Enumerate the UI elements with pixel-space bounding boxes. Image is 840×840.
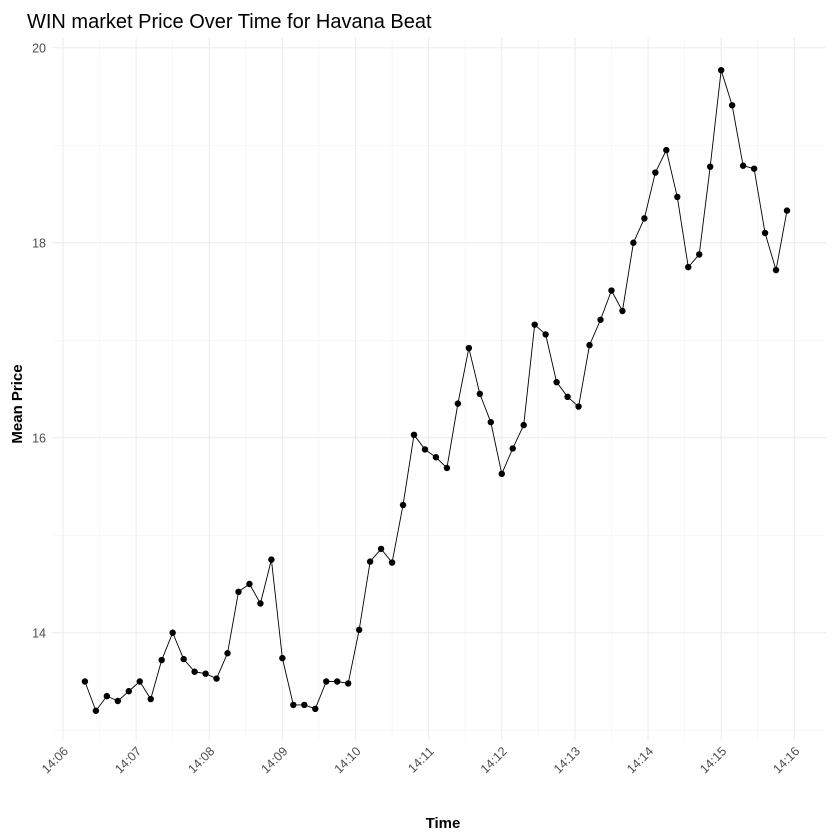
data-point — [630, 239, 637, 246]
x-axis: 14:06 14:07 14:08 14:09 14:10 14:11 14:12 14:13… — [39, 744, 802, 776]
data-point — [312, 705, 319, 712]
y-axis: 14 16 18 20 — [32, 41, 46, 640]
series-mean-price — [81, 66, 791, 714]
data-point — [301, 701, 308, 709]
chart-title: WIN market Price Over Time for Havana Be… — [27, 11, 432, 33]
data-point — [125, 688, 132, 695]
data-point — [652, 169, 659, 176]
x-tick-label: 14:11 — [405, 744, 436, 775]
y-tick-label: 16 — [32, 431, 46, 445]
data-point — [728, 102, 736, 109]
y-tick-label: 20 — [32, 41, 46, 55]
x-tick-label: 14:12 — [478, 744, 510, 776]
data-point — [114, 697, 122, 705]
data-point — [674, 193, 681, 201]
data-point — [783, 207, 791, 214]
data-point — [619, 307, 626, 315]
x-tick-label: 14:13 — [551, 744, 583, 776]
series-line — [84, 69, 788, 712]
data-point — [443, 464, 451, 472]
data-point — [575, 403, 582, 410]
y-tick-label: 18 — [32, 236, 46, 250]
data-point — [136, 678, 143, 685]
data-point — [257, 600, 264, 607]
data-point — [202, 670, 209, 677]
data-point — [761, 229, 769, 237]
data-point — [641, 215, 648, 222]
data-point — [772, 266, 780, 274]
data-point — [290, 701, 297, 709]
data-point — [279, 654, 286, 662]
data-point — [158, 656, 165, 664]
data-point — [717, 66, 725, 74]
data-point — [246, 580, 253, 588]
x-tick-label: 14:08 — [185, 744, 217, 776]
data-point — [191, 668, 198, 675]
data-point — [750, 165, 758, 172]
x-tick-label: 14:06 — [39, 744, 71, 776]
data-point — [147, 695, 154, 703]
data-point — [553, 378, 560, 386]
data-point — [663, 146, 670, 154]
x-tick-label: 14:09 — [258, 744, 290, 776]
data-point — [81, 678, 89, 685]
x-tick-label: 14:10 — [332, 744, 364, 776]
data-point — [465, 344, 473, 352]
data-point — [399, 501, 407, 509]
data-point — [421, 446, 429, 453]
data-point — [92, 707, 100, 714]
data-point — [410, 431, 418, 439]
data-point — [432, 454, 440, 461]
x-tick-label: 14:16 — [770, 744, 802, 776]
y-axis-title: Mean Price — [9, 364, 26, 443]
x-axis-title: Time — [426, 815, 461, 832]
data-point — [169, 629, 176, 636]
data-point — [323, 678, 330, 685]
data-point — [268, 556, 275, 563]
data-point — [685, 263, 692, 271]
data-point — [487, 418, 494, 426]
data-point — [564, 393, 571, 400]
data-point — [696, 251, 703, 258]
data-point — [344, 680, 352, 687]
data-point — [476, 390, 484, 398]
data-point — [180, 655, 187, 663]
data-point — [366, 558, 374, 565]
data-point — [531, 321, 538, 328]
data-point — [103, 692, 111, 700]
data-point — [509, 445, 516, 452]
data-point — [388, 559, 396, 566]
x-tick-label: 14:15 — [697, 744, 729, 776]
y-tick-label: 14 — [32, 626, 46, 640]
grid — [52, 38, 826, 740]
data-point — [224, 650, 231, 657]
data-point — [707, 163, 714, 170]
data-point — [377, 545, 385, 553]
data-point — [520, 421, 527, 429]
data-point — [597, 316, 604, 323]
data-point — [355, 626, 363, 634]
data-point — [213, 675, 220, 682]
data-point — [334, 678, 341, 685]
x-tick-label: 14:14 — [624, 744, 656, 776]
data-point — [608, 287, 615, 294]
data-point — [739, 162, 747, 169]
x-tick-label: 14:07 — [112, 744, 144, 776]
data-point — [498, 470, 505, 478]
data-point — [235, 588, 242, 595]
data-point — [454, 400, 462, 407]
data-point — [542, 331, 549, 338]
data-point — [586, 341, 593, 349]
